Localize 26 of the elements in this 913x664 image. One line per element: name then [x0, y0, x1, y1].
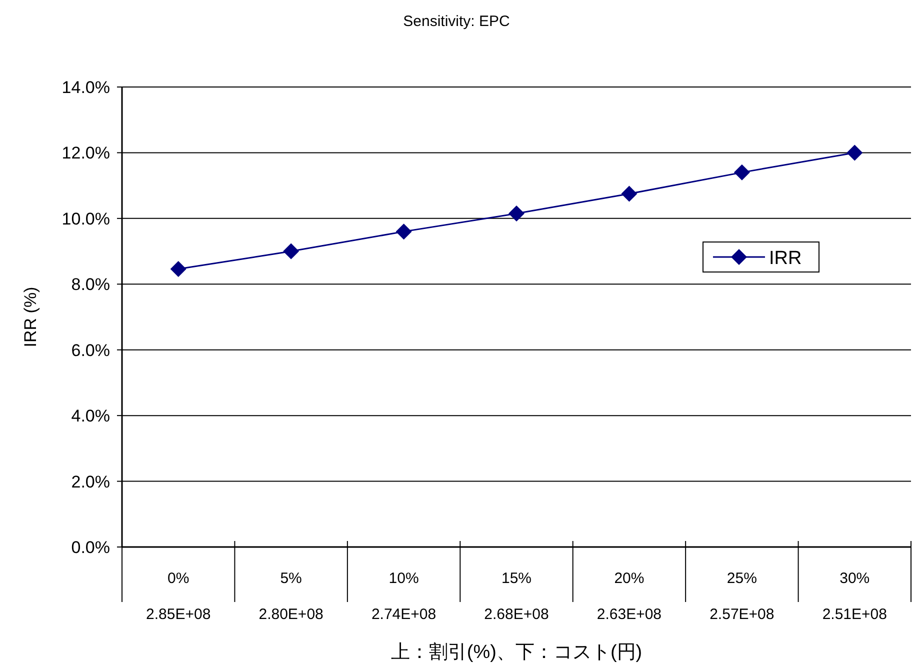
point	[396, 224, 412, 240]
y-tick-label: 10.0%	[62, 209, 110, 228]
y-tick-label: 2.0%	[71, 472, 110, 492]
y-tick-label: 8.0%	[71, 275, 110, 294]
legend-label: IRR	[769, 248, 802, 269]
y-tick-label: 0.0%	[71, 538, 110, 557]
x-axis-title: 上：割引(%)、下：コスト(円)	[390, 642, 642, 663]
category-label: 25% 2.57E+08	[710, 570, 774, 623]
point	[170, 261, 186, 278]
y-tick-label: 6.0%	[71, 340, 110, 360]
y-tick-label: 4.0%	[71, 406, 110, 426]
point	[734, 164, 750, 180]
category-label: 30% 2.51E+08	[822, 570, 887, 623]
category-label: 5% 2.80E+08	[258, 570, 324, 623]
y-tick-label: 12.0%	[62, 144, 110, 163]
category-label: 15% 2.68E+08	[484, 570, 549, 623]
chart-title: Sensitivity: EPC	[403, 13, 510, 30]
y-axis-title: IRR (%)	[21, 286, 40, 348]
point	[621, 186, 638, 202]
category-label: 20% 2.63E+08	[596, 570, 662, 623]
point	[508, 206, 524, 222]
y-tick-label: 14.0%	[62, 78, 110, 97]
category-label: 0% 2.85E+08	[146, 570, 211, 623]
point	[283, 243, 300, 260]
point	[846, 144, 863, 161]
category-label: 10% 2.74E+08	[371, 570, 436, 623]
